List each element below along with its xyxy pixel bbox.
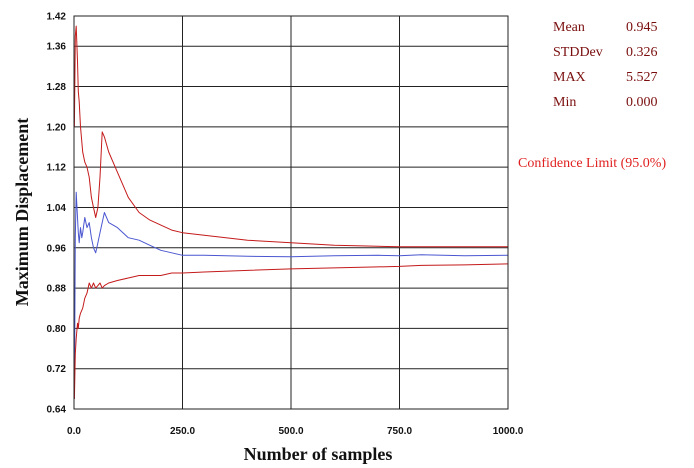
y-tick-label: 0.80 xyxy=(47,324,67,335)
y-tick-label: 1.04 xyxy=(47,203,67,214)
plot-frame xyxy=(73,15,509,410)
x-tick-label: 750.0 xyxy=(387,426,412,437)
series-lines xyxy=(73,25,509,399)
x-tick-label: 250.0 xyxy=(170,426,195,437)
mean-line xyxy=(73,191,509,399)
y-tick-label: 0.64 xyxy=(47,405,67,416)
y-axis-title: Maximum Displacement xyxy=(12,118,32,306)
lower-confidence-line xyxy=(73,263,509,399)
stat-value-max: 5.527 xyxy=(626,70,658,85)
y-tick-label: 1.20 xyxy=(47,122,67,133)
x-axis-title: Number of samples xyxy=(244,444,393,464)
y-tick-label: 0.72 xyxy=(47,364,67,375)
y-tick-label: 1.36 xyxy=(47,42,67,53)
stat-value-min: 0.000 xyxy=(626,95,658,110)
y-tick-labels: 0.64 0.72 0.80 0.88 0.96 1.04 1.12 1.20 1.28 1.36… xyxy=(47,12,67,416)
y-tick-label: 1.42 xyxy=(47,12,67,23)
y-tick-label: 1.12 xyxy=(47,163,67,174)
stat-label-max: MAX xyxy=(553,70,586,85)
x-tick-label: 500.0 xyxy=(278,426,303,437)
upper-confidence-line xyxy=(73,25,508,248)
x-tick-label: 1000.0 xyxy=(493,426,524,437)
x-tick-label: 0.0 xyxy=(67,426,81,437)
stat-label-min: Min xyxy=(553,95,576,110)
stat-value-stddev: 0.326 xyxy=(626,45,658,60)
x-tick-labels: 0.0 250.0 500.0 750.0 1000.0 xyxy=(67,426,524,437)
confidence-limit-label: Confidence Limit (95.0%) xyxy=(518,156,666,171)
stat-label-stddev: STDDev xyxy=(553,45,603,60)
stats-panel: Mean 0.945 STDDev 0.326 MAX 5.527 Min 0.… xyxy=(553,20,658,110)
stat-label-mean: Mean xyxy=(553,20,585,35)
y-tick-label: 0.88 xyxy=(47,284,67,295)
y-tick-label: 0.96 xyxy=(47,243,67,254)
stat-value-mean: 0.945 xyxy=(626,20,658,35)
y-tick-label: 1.28 xyxy=(47,82,67,93)
